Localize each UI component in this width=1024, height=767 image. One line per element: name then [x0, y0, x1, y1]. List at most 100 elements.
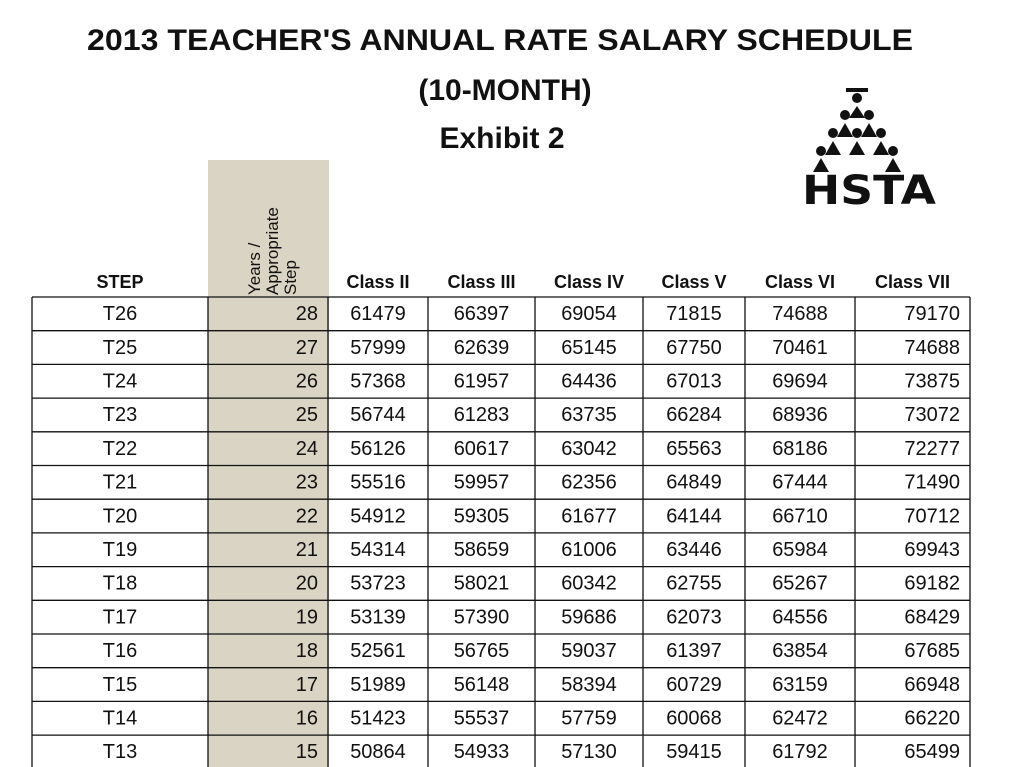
salary-cell: 61677	[561, 505, 617, 527]
salary-cell: 59305	[454, 505, 510, 527]
salary-cell: 51423	[350, 708, 406, 730]
step-cell: T16	[103, 640, 137, 662]
salary-cell: 63159	[772, 674, 828, 696]
salary-cell: 69182	[904, 573, 960, 595]
hsta-logo	[813, 88, 901, 172]
salary-cell: 60729	[666, 674, 722, 696]
years-header: Years /	[245, 242, 264, 295]
step-cell: T13	[103, 741, 137, 763]
step-cell: T22	[103, 438, 137, 460]
salary-cell: 58021	[454, 573, 510, 595]
salary-cell: 59686	[561, 606, 617, 628]
salary-cell: 56126	[350, 438, 406, 460]
years-cell: 25	[296, 404, 318, 426]
salary-cell: 73072	[904, 404, 960, 426]
salary-cell: 66948	[904, 674, 960, 696]
salary-cell: 63446	[666, 539, 722, 561]
salary-cell: 58394	[561, 674, 617, 696]
salary-cell: 57390	[454, 606, 510, 628]
years-column-shade	[208, 160, 329, 767]
salary-cell: 66284	[666, 404, 722, 426]
salary-cell: 60617	[454, 438, 510, 460]
salary-cell: 56148	[454, 674, 510, 696]
salary-cell: 72277	[904, 438, 960, 460]
years-cell: 22	[296, 505, 318, 527]
years-cell: 15	[296, 741, 318, 763]
salary-cell: 66220	[904, 708, 960, 730]
years-cell: 24	[296, 438, 318, 460]
years-cell: 19	[296, 606, 318, 628]
years-header: Step	[281, 260, 300, 295]
salary-cell: 69943	[904, 539, 960, 561]
years-cell: 27	[296, 337, 318, 359]
salary-cell: 69054	[561, 303, 617, 325]
salary-cell: 55537	[454, 708, 510, 730]
class-header: Class VII	[875, 272, 950, 292]
salary-cell: 51989	[350, 674, 406, 696]
salary-cell: 54933	[454, 741, 510, 763]
salary-cell: 59037	[561, 640, 617, 662]
salary-cell: 65145	[561, 337, 617, 359]
years-cell: 20	[296, 573, 318, 595]
years-cell: 23	[296, 472, 318, 494]
salary-cell: 53723	[350, 573, 406, 595]
salary-cell: 64849	[666, 472, 722, 494]
salary-cell: 68429	[904, 606, 960, 628]
salary-cell: 64436	[561, 371, 617, 393]
salary-cell: 54912	[350, 505, 406, 527]
step-cell: T19	[103, 539, 137, 561]
salary-cell: 79170	[904, 303, 960, 325]
class-header: Class II	[346, 272, 409, 292]
salary-cell: 62356	[561, 472, 617, 494]
step-cell: T21	[103, 472, 137, 494]
years-cell: 18	[296, 640, 318, 662]
salary-cell: 61397	[666, 640, 722, 662]
step-cell: T18	[103, 573, 137, 595]
step-cell: T14	[103, 708, 137, 730]
salary-cell: 63854	[772, 640, 828, 662]
salary-cell: 58659	[454, 539, 510, 561]
salary-cell: 65984	[772, 539, 828, 561]
salary-cell: 61479	[350, 303, 406, 325]
salary-cell: 53139	[350, 606, 406, 628]
class-header: Class IV	[554, 272, 624, 292]
salary-cell: 52561	[350, 640, 406, 662]
logo-text: HSTA	[802, 168, 936, 214]
salary-cell: 67444	[772, 472, 828, 494]
salary-cell: 63042	[561, 438, 617, 460]
salary-cell: 64556	[772, 606, 828, 628]
salary-cell: 65563	[666, 438, 722, 460]
step-cell: T17	[103, 606, 137, 628]
years-cell: 28	[296, 303, 318, 325]
salary-cell: 69694	[772, 371, 828, 393]
salary-cell: 62472	[772, 708, 828, 730]
years-cell: 26	[296, 371, 318, 393]
salary-cell: 70712	[904, 505, 960, 527]
salary-cell: 61006	[561, 539, 617, 561]
exhibit: Exhibit 2	[439, 122, 564, 155]
salary-cell: 60342	[561, 573, 617, 595]
salary-cell: 62639	[454, 337, 510, 359]
salary-cell: 73875	[904, 371, 960, 393]
step-cell: T26	[103, 303, 137, 325]
salary-cell: 68186	[772, 438, 828, 460]
step-cell: T20	[103, 505, 137, 527]
step-cell: T25	[103, 337, 137, 359]
step-cell: T23	[103, 404, 137, 426]
salary-cell: 61957	[454, 371, 510, 393]
salary-cell: 57368	[350, 371, 406, 393]
salary-cell: 70461	[772, 337, 828, 359]
salary-cell: 54314	[350, 539, 406, 561]
salary-cell: 67013	[666, 371, 722, 393]
years-cell: 21	[296, 539, 318, 561]
years-header: Appropriate	[263, 207, 282, 295]
salary-cell: 64144	[666, 505, 722, 527]
salary-cell: 74688	[904, 337, 960, 359]
salary-cell: 56765	[454, 640, 510, 662]
salary-cell: 74688	[772, 303, 828, 325]
salary-cell: 50864	[350, 741, 406, 763]
salary-cell: 65267	[772, 573, 828, 595]
salary-cell: 60068	[666, 708, 722, 730]
salary-cell: 61283	[454, 404, 510, 426]
